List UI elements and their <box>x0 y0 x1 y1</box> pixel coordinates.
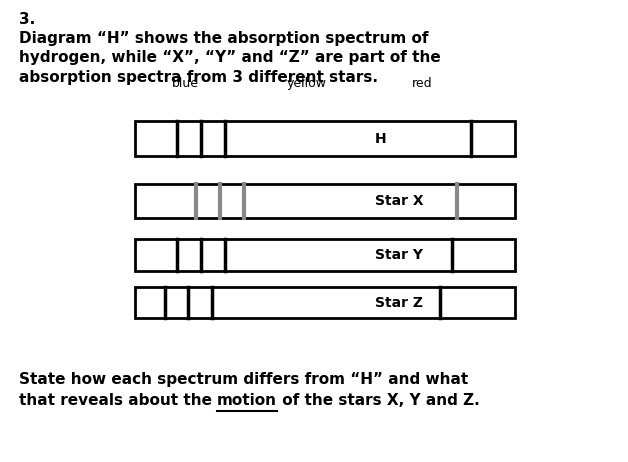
Text: red: red <box>412 77 432 90</box>
Bar <box>135 184 515 218</box>
Text: H: H <box>375 132 387 146</box>
Text: Star Y: Star Y <box>375 248 423 262</box>
Bar <box>135 287 515 318</box>
Text: yellow: yellow <box>286 77 327 90</box>
Text: of the stars X, Y and Z.: of the stars X, Y and Z. <box>277 393 480 407</box>
Bar <box>135 239 515 271</box>
Text: Star Z: Star Z <box>375 296 423 310</box>
Text: Star X: Star X <box>375 194 424 208</box>
Text: State how each spectrum differs from “H” and what: State how each spectrum differs from “H”… <box>19 372 468 387</box>
Text: blue: blue <box>172 77 198 90</box>
Text: hydrogen, while “X”, “Y” and “Z” are part of the: hydrogen, while “X”, “Y” and “Z” are par… <box>19 50 441 65</box>
Text: motion: motion <box>217 393 277 407</box>
Text: absorption spectra from 3 different stars.: absorption spectra from 3 different star… <box>19 70 378 85</box>
Text: Diagram “H” shows the absorption spectrum of: Diagram “H” shows the absorption spectru… <box>19 31 428 46</box>
Text: 3.: 3. <box>19 12 35 26</box>
Bar <box>135 122 515 156</box>
Text: that reveals about the: that reveals about the <box>19 393 217 407</box>
